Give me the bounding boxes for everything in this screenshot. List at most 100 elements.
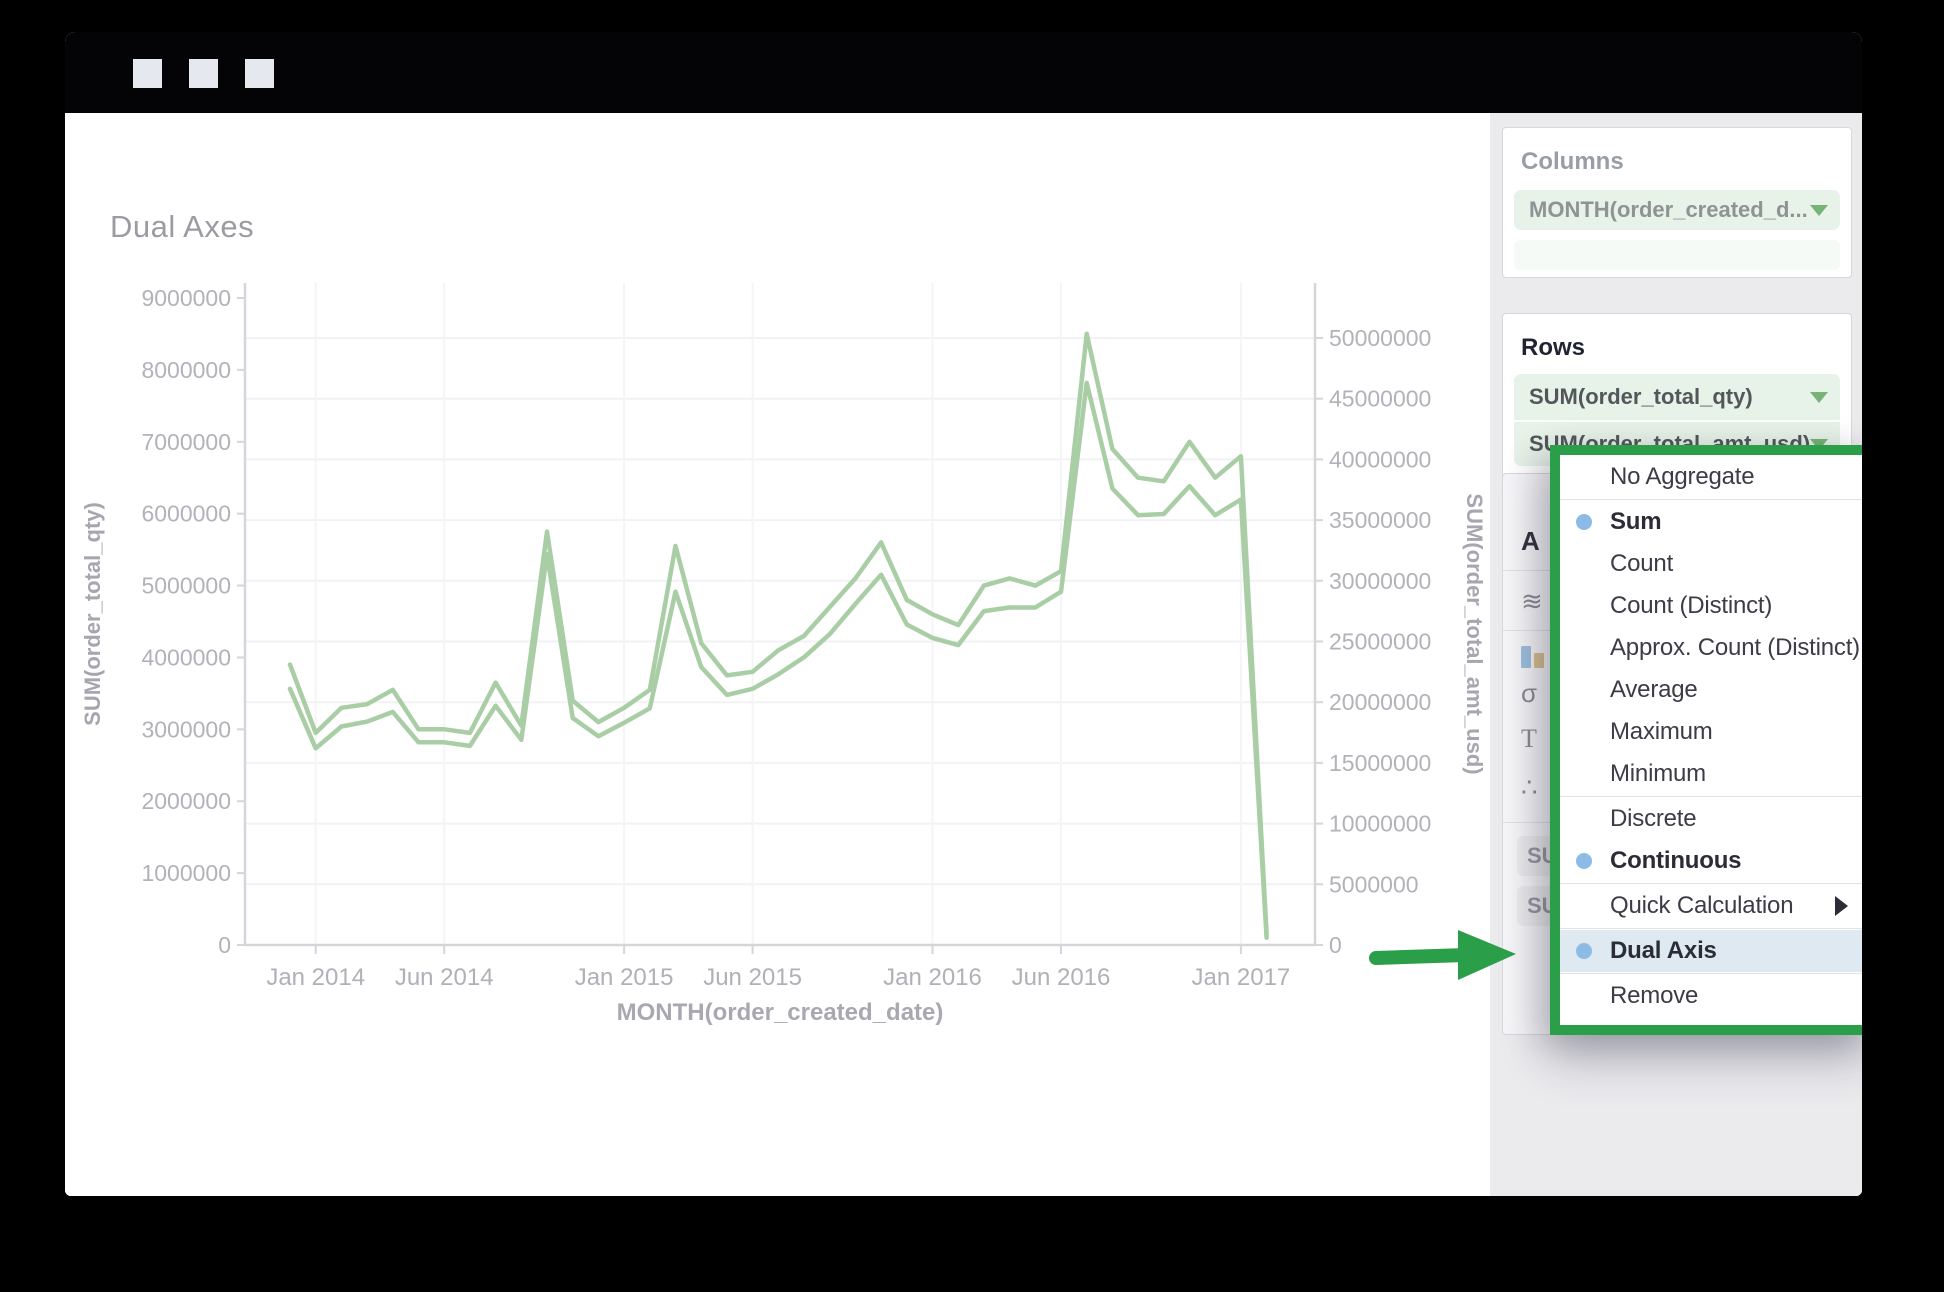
dual-axis-line-chart: 0 1000000 2000000 3000000 4000000 5000000 6000… xyxy=(80,283,1487,1026)
ghost-pill xyxy=(1514,240,1840,270)
menu-item-average[interactable]: Average xyxy=(1560,669,1862,711)
menu-item-label: Average xyxy=(1610,676,1698,703)
menu-item-continuous[interactable]: Continuous xyxy=(1560,840,1862,882)
menu-divider xyxy=(1560,499,1862,500)
menu-item-no-aggregate[interactable]: No Aggregate xyxy=(1560,456,1862,498)
right-axis-tick-label: 35000000 xyxy=(1329,507,1431,533)
menu-item-label: No Aggregate xyxy=(1610,463,1755,490)
left-axis-tick-label: 8000000 xyxy=(141,357,231,383)
rows-pill-label: SUM(order_total_qty) xyxy=(1529,384,1753,409)
right-axis-tick-label: 10000000 xyxy=(1329,811,1431,837)
series-line-amt xyxy=(287,380,1269,940)
right-axis-tick-label: 25000000 xyxy=(1329,629,1431,655)
menu-item-label: Maximum xyxy=(1610,718,1713,745)
window-content: Dual Axes 0 1000000 2000000 3000000 4000000 5… xyxy=(65,113,1862,1196)
menu-item-label: Approx. Count (Distinct) xyxy=(1610,634,1860,661)
menu-item-label: Discrete xyxy=(1610,805,1697,832)
left-axis-tick-label: 0 xyxy=(218,932,231,958)
selected-bullet-icon xyxy=(1576,853,1592,869)
left-axis-tick-label: 2000000 xyxy=(141,788,231,814)
right-axis-tick-label: 0 xyxy=(1329,932,1342,958)
shelf-sidebar: Columns MONTH(order_created_d... Rows SU… xyxy=(1490,113,1862,1196)
left-axis-tick-label: 4000000 xyxy=(141,644,231,670)
x-axis-tick-label: Jun 2016 xyxy=(1012,964,1111,991)
annotation-arrow-icon xyxy=(1369,930,1516,980)
divider xyxy=(1503,570,1563,571)
right-axis-tick-label: 20000000 xyxy=(1329,689,1431,715)
scatter-dots-icon[interactable]: ∴ xyxy=(1521,772,1540,802)
rows-field-pill-qty[interactable]: SUM(order_total_qty) xyxy=(1514,374,1840,420)
menu-divider xyxy=(1560,973,1862,974)
series-line-qty xyxy=(287,331,1269,937)
columns-pill-label: MONTH(order_created_d... xyxy=(1529,197,1808,222)
left-axis-tick-label: 7000000 xyxy=(141,429,231,455)
left-axis-tick-label: 1000000 xyxy=(141,860,231,886)
menu-item-label: Sum xyxy=(1610,508,1662,535)
right-axis-tick-label: 15000000 xyxy=(1329,750,1431,776)
window-control-icon[interactable] xyxy=(245,59,274,88)
menu-item-label: Count (Distinct) xyxy=(1610,592,1773,619)
menu-divider xyxy=(1560,928,1862,929)
menu-item-remove[interactable]: Remove xyxy=(1560,975,1862,1017)
columns-shelf-card: Columns MONTH(order_created_d... xyxy=(1502,127,1852,278)
right-axis-title: SUM(order_total_amt_usd) xyxy=(1462,493,1487,774)
sigma-icon[interactable]: σ xyxy=(1521,678,1538,708)
menu-item-count[interactable]: Count xyxy=(1560,543,1862,585)
window-control-icon[interactable] xyxy=(189,59,218,88)
rows-shelf-label: Rows xyxy=(1521,334,1586,361)
menu-item-label: Minimum xyxy=(1610,760,1706,787)
x-axis-tick-label: Jan 2016 xyxy=(883,964,982,991)
menu-item-minimum[interactable]: Minimum xyxy=(1560,753,1862,795)
window-control-icon[interactable] xyxy=(133,59,162,88)
menu-item-approx-count-distinct[interactable]: Approx. Count (Distinct) xyxy=(1560,627,1862,669)
left-axis-tick-label: 3000000 xyxy=(141,716,231,742)
menu-item-label: Remove xyxy=(1610,982,1699,1009)
x-axis-tick-label: Jan 2017 xyxy=(1192,964,1291,991)
menu-divider xyxy=(1560,883,1862,884)
chevron-down-icon[interactable] xyxy=(1810,439,1828,450)
field-context-menu: No Aggregate Sum Count Count (Distinct) Appr… xyxy=(1550,445,1862,1035)
right-axis-tick-label: 30000000 xyxy=(1329,568,1431,594)
chevron-down-icon[interactable] xyxy=(1810,205,1828,216)
x-axis-title: MONTH(order_created_date) xyxy=(617,999,944,1026)
panel-header-fragment: A xyxy=(1521,526,1540,556)
left-axis-tick-label: 5000000 xyxy=(141,573,231,599)
columns-field-pill[interactable]: MONTH(order_created_d... xyxy=(1514,190,1840,230)
sort-icon[interactable]: ≋ xyxy=(1521,586,1543,616)
left-axis-tick-label: 6000000 xyxy=(141,501,231,527)
right-axis-tick-label: 5000000 xyxy=(1329,871,1419,897)
window-titlebar xyxy=(65,32,1862,113)
left-axis-tick-label: 9000000 xyxy=(141,285,231,311)
menu-item-label: Dual Axis xyxy=(1610,937,1717,964)
left-axis-title: SUM(order_total_qty) xyxy=(80,502,105,726)
divider xyxy=(1503,822,1563,823)
submenu-arrow-icon xyxy=(1835,896,1848,916)
x-axis-tick-label: Jun 2014 xyxy=(395,964,494,991)
chevron-down-icon[interactable] xyxy=(1810,392,1828,403)
menu-item-maximum[interactable]: Maximum xyxy=(1560,711,1862,753)
app-window: Dual Axes 0 1000000 2000000 3000000 4000000 5… xyxy=(65,32,1862,1196)
menu-item-discrete[interactable]: Discrete xyxy=(1560,798,1862,840)
x-axis-tick-label: Jan 2014 xyxy=(266,964,365,991)
menu-item-label: Count xyxy=(1610,550,1674,577)
right-axis-tick-label: 50000000 xyxy=(1329,325,1431,351)
bar-chart-icon[interactable] xyxy=(1521,646,1547,673)
menu-item-dual-axis[interactable]: Dual Axis xyxy=(1560,930,1862,972)
x-axis-tick-label: Jan 2015 xyxy=(575,964,674,991)
menu-item-label: Quick Calculation xyxy=(1610,892,1794,919)
menu-item-count-distinct[interactable]: Count (Distinct) xyxy=(1560,585,1862,627)
selected-bullet-icon xyxy=(1576,514,1592,530)
right-axis-tick-label: 40000000 xyxy=(1329,446,1431,472)
selected-bullet-icon xyxy=(1576,943,1592,959)
right-axis-tick-label: 45000000 xyxy=(1329,386,1431,412)
x-axis-tick-label: Jun 2015 xyxy=(703,964,802,991)
chart-title: Dual Axes xyxy=(110,209,255,244)
divider xyxy=(1503,630,1563,631)
columns-shelf-label: Columns xyxy=(1521,148,1624,175)
menu-item-quick-calculation[interactable]: Quick Calculation xyxy=(1560,885,1862,927)
menu-item-label: Continuous xyxy=(1610,847,1742,874)
text-format-icon[interactable]: T xyxy=(1521,724,1537,753)
menu-divider xyxy=(1560,796,1862,797)
menu-item-sum[interactable]: Sum xyxy=(1560,501,1862,543)
